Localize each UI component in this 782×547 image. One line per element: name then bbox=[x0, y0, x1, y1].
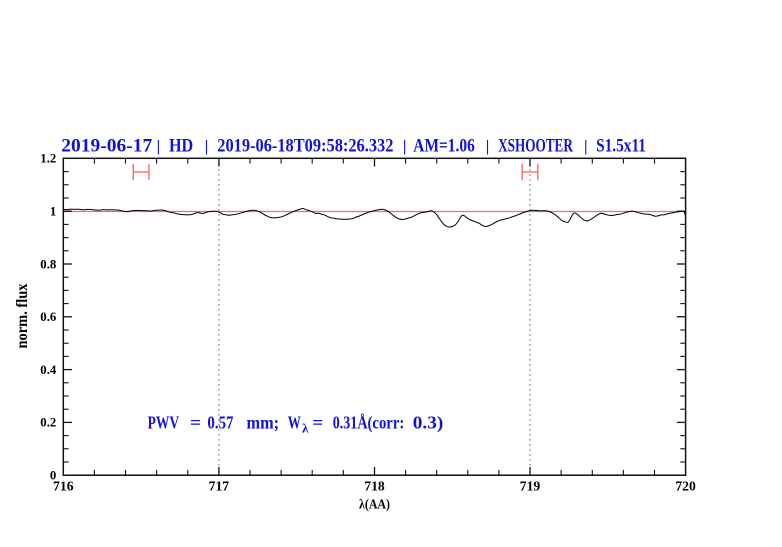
svg-text:=: = bbox=[190, 413, 201, 433]
svg-text:|: | bbox=[403, 138, 407, 155]
svg-text:λ: λ bbox=[302, 421, 309, 436]
svg-text:PWV: PWV bbox=[148, 413, 180, 433]
svg-text:0.3): 0.3) bbox=[413, 413, 444, 434]
svg-text:2019-06-18T09:58:26.332: 2019-06-18T09:58:26.332 bbox=[217, 136, 393, 157]
svg-text:AM=1.06: AM=1.06 bbox=[413, 136, 475, 157]
svg-text:1.2: 1.2 bbox=[40, 152, 56, 166]
svg-text:0.57: 0.57 bbox=[207, 413, 233, 433]
svg-text:|: | bbox=[584, 138, 588, 155]
svg-text:0.2: 0.2 bbox=[40, 416, 56, 430]
svg-text:W: W bbox=[288, 413, 301, 433]
svg-text:=: = bbox=[312, 413, 323, 433]
svg-text:|: | bbox=[486, 138, 490, 155]
svg-text:720: 720 bbox=[675, 479, 696, 494]
svg-text:λ(AA): λ(AA) bbox=[359, 498, 390, 513]
svg-text:0.8: 0.8 bbox=[40, 257, 56, 271]
svg-text:718: 718 bbox=[364, 479, 385, 494]
svg-text:2019-06-17: 2019-06-17 bbox=[61, 136, 152, 157]
svg-text:0: 0 bbox=[50, 469, 56, 483]
svg-text:XSHOOTER: XSHOOTER bbox=[498, 136, 573, 157]
svg-text:S1.5x11: S1.5x11 bbox=[596, 136, 646, 157]
svg-text:mm;: mm; bbox=[247, 413, 280, 433]
svg-text:717: 717 bbox=[209, 479, 230, 494]
svg-text:norm. flux: norm. flux bbox=[14, 284, 31, 349]
svg-text:(corr:: (corr: bbox=[368, 413, 405, 434]
svg-text:0.4: 0.4 bbox=[40, 363, 57, 377]
svg-text:0.6: 0.6 bbox=[40, 310, 57, 324]
svg-text:0.31Å: 0.31Å bbox=[333, 413, 368, 433]
svg-text:1: 1 bbox=[50, 205, 56, 219]
svg-text:716: 716 bbox=[53, 479, 74, 494]
svg-text:|: | bbox=[157, 138, 161, 155]
svg-text:719: 719 bbox=[520, 479, 541, 494]
svg-text:HD: HD bbox=[169, 136, 193, 157]
svg-text:|: | bbox=[205, 138, 209, 155]
